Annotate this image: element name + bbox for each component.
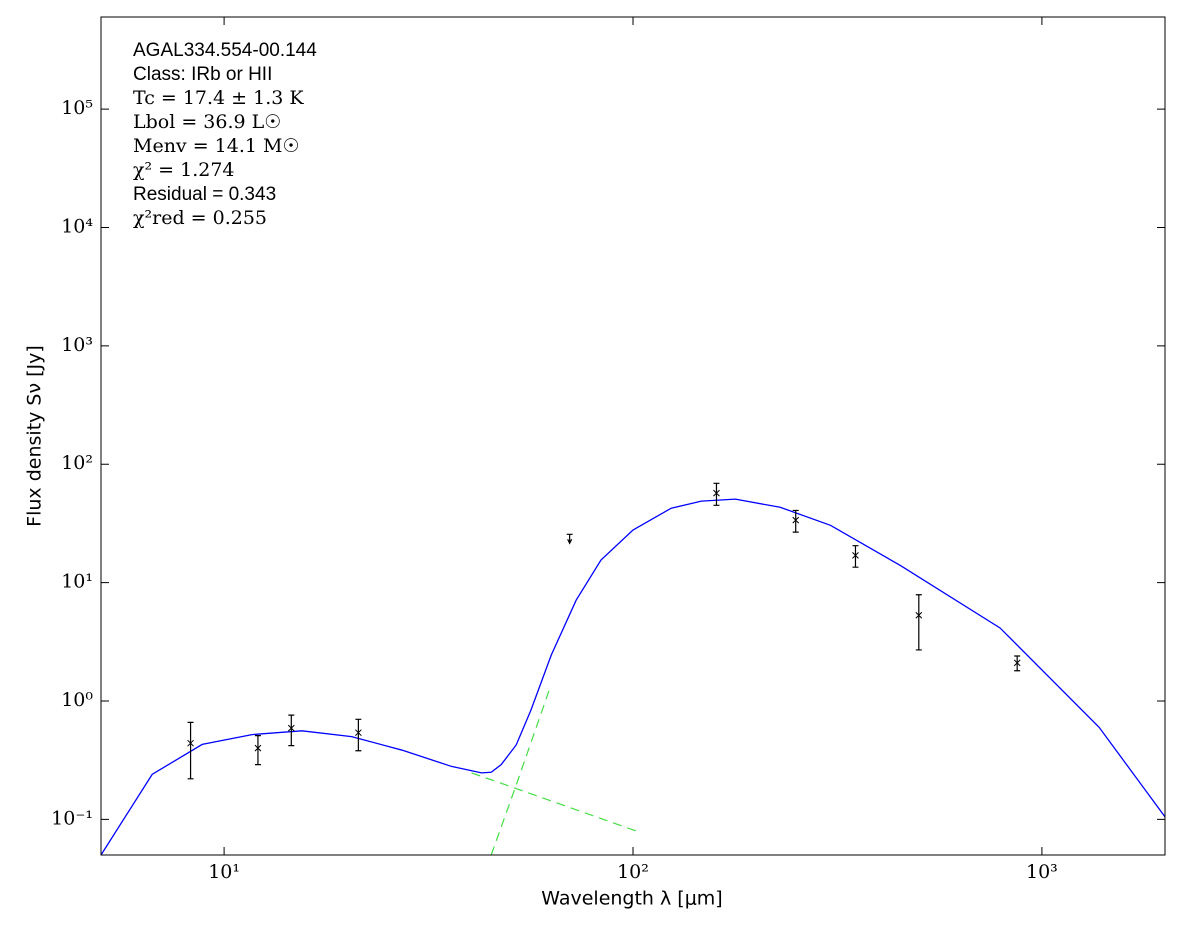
y-tick-label: 10² xyxy=(61,452,93,474)
x-tick-label: 10² xyxy=(617,861,649,883)
error-bar xyxy=(915,594,922,651)
plot-area xyxy=(101,482,1165,855)
annotation: Menv = 14.1 M☉ xyxy=(133,135,300,157)
y-tick-label: 10³ xyxy=(61,334,93,356)
y-tick-label: 10⁴ xyxy=(61,215,93,237)
data-point xyxy=(852,551,859,559)
model-curve xyxy=(101,498,1165,855)
y-tick-label: 10⁵ xyxy=(61,97,93,119)
data-point xyxy=(713,489,720,497)
data-point xyxy=(254,744,262,752)
annotation: AGAL334.554-00.144 xyxy=(133,40,317,61)
annotation: Lbol = 36.9 L☉ xyxy=(133,111,281,133)
y-tick-label: 10⁰ xyxy=(61,689,93,711)
annotation: χ²red = 0.255 xyxy=(133,207,267,229)
y-axis-label: Flux density Sν [Jy] xyxy=(24,345,46,527)
data-point xyxy=(1013,659,1021,667)
error-bar xyxy=(713,482,720,506)
error-bar xyxy=(792,509,799,533)
upper-limit xyxy=(566,533,573,545)
data-point xyxy=(187,739,194,747)
annotation: χ² = 1.274 xyxy=(133,159,235,181)
annotation: Tc = 17.4 ± 1.3 K xyxy=(133,87,304,109)
error-bar xyxy=(288,714,295,747)
component-curve xyxy=(490,689,550,855)
x-axis-label: Wavelength λ [μm] xyxy=(541,888,722,910)
error-bar xyxy=(852,545,859,568)
data-point xyxy=(915,611,923,619)
data-point xyxy=(287,724,295,732)
annotation: Class: IRb or HII xyxy=(133,64,272,85)
error-bar xyxy=(187,721,194,780)
y-tick-label: 10¹ xyxy=(61,571,93,593)
data-point xyxy=(792,516,800,524)
error-bar xyxy=(355,718,362,752)
x-tick-label: 10¹ xyxy=(208,861,240,883)
x-tick-label: 10³ xyxy=(1026,861,1058,883)
data-point xyxy=(355,729,362,737)
error-bar xyxy=(254,735,261,766)
y-tick-label: 10⁻¹ xyxy=(51,807,93,829)
annotation: Residual = 0.343 xyxy=(133,184,276,205)
